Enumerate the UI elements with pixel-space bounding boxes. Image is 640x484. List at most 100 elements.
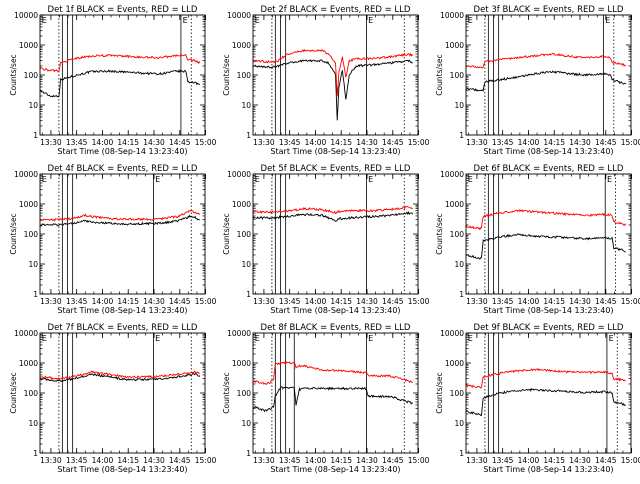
y-tick-label: 1000 xyxy=(445,41,464,50)
series-events-line xyxy=(252,386,414,413)
x-tick-label: 14:45 xyxy=(169,456,191,465)
panel-title: Det 3f BLACK = Events, RED = LLD xyxy=(474,5,624,15)
panel-1: Det 1f BLACK = Events, RED = LLD 1 10 100 10… xyxy=(9,5,217,156)
y-tick-label: 1000 xyxy=(19,200,38,209)
x-tick-label: 13:45 xyxy=(492,138,514,147)
marker-letter: E xyxy=(368,175,373,184)
y-tick-label: 100 xyxy=(24,230,39,239)
panel-title: Det 4f BLACK = Events, RED = LLD xyxy=(48,164,198,174)
x-tick-label: 14:15 xyxy=(117,297,139,306)
y-tick-label: 10000 xyxy=(227,329,251,338)
marker-letter: E xyxy=(42,175,47,184)
x-tick-label: 14:15 xyxy=(543,456,565,465)
x-tick-label: 13:30 xyxy=(253,456,275,465)
panel-5: Det 5f BLACK = Events, RED = LLD 1 10 100 10… xyxy=(222,164,430,315)
x-tick-label: 14:45 xyxy=(595,456,617,465)
x-axis-label: Start Time (08-Sep-14 13:23:40) xyxy=(483,306,613,315)
y-axis-label: Counts/sec xyxy=(222,372,231,413)
marker-letter: E xyxy=(468,334,473,343)
y-tick-label: 1 xyxy=(459,131,464,140)
x-axis-label: Start Time (08-Sep-14 13:23:40) xyxy=(270,306,400,315)
marker-letter: E xyxy=(468,16,473,25)
series-lld-line xyxy=(252,48,414,97)
series-events-line xyxy=(465,70,627,92)
y-tick-label: 100 xyxy=(450,389,465,398)
x-tick-label: 14:30 xyxy=(569,456,591,465)
x-tick-label: 15:00 xyxy=(621,456,640,465)
y-axis-label: Counts/sec xyxy=(9,372,18,413)
y-tick-label: 1 xyxy=(246,131,251,140)
y-tick-label: 10000 xyxy=(227,170,251,179)
y-tick-label: 1000 xyxy=(445,359,464,368)
y-tick-label: 10000 xyxy=(227,11,251,20)
y-tick-label: 10000 xyxy=(440,170,464,179)
y-tick-label: 1000 xyxy=(232,41,251,50)
x-tick-label: 15:00 xyxy=(408,138,430,147)
y-tick-label: 10 xyxy=(241,260,251,269)
x-tick-label: 14:30 xyxy=(356,456,378,465)
x-tick-label: 13:30 xyxy=(40,297,62,306)
y-tick-label: 1 xyxy=(246,449,251,458)
panel-7: Det 7f BLACK = Events, RED = LLD 1 10 100 10… xyxy=(9,323,217,474)
plot-frame xyxy=(465,14,632,136)
x-tick-label: 13:45 xyxy=(66,138,88,147)
marker-letter: E xyxy=(255,175,260,184)
y-axis-label: Counts/sec xyxy=(9,54,18,95)
series-lld-line xyxy=(465,367,626,389)
x-axis-label: Start Time (08-Sep-14 13:23:40) xyxy=(483,465,613,474)
x-tick-label: 14:15 xyxy=(330,138,352,147)
x-axis-label: Start Time (08-Sep-14 13:23:40) xyxy=(57,147,187,156)
x-tick-label: 13:45 xyxy=(492,297,514,306)
x-tick-label: 14:00 xyxy=(92,138,114,147)
plot-frame xyxy=(252,173,419,295)
y-tick-label: 10000 xyxy=(14,170,38,179)
x-tick-label: 14:30 xyxy=(356,138,378,147)
x-axis-label: Start Time (08-Sep-14 13:23:40) xyxy=(57,306,187,315)
marker-letter: E xyxy=(155,175,160,184)
panel-2: Det 2f BLACK = Events, RED = LLD 1 10 100 10… xyxy=(222,5,430,156)
x-tick-label: 14:30 xyxy=(569,138,591,147)
y-axis-label: Counts/sec xyxy=(435,54,444,95)
plot-frame xyxy=(465,173,632,295)
panel-3: Det 3f BLACK = Events, RED = LLD 1 10 100 10… xyxy=(435,5,640,156)
x-tick-label: 13:30 xyxy=(253,297,275,306)
plot-frame xyxy=(39,173,206,295)
x-tick-label: 14:45 xyxy=(169,138,191,147)
y-tick-label: 10000 xyxy=(440,11,464,20)
y-tick-label: 100 xyxy=(237,230,252,239)
x-tick-label: 14:00 xyxy=(305,138,327,147)
x-tick-label: 13:30 xyxy=(253,138,275,147)
x-tick-label: 14:45 xyxy=(595,138,617,147)
marker-letter: E xyxy=(368,334,373,343)
y-tick-label: 10 xyxy=(241,419,251,428)
marker-letter: E xyxy=(42,334,47,343)
y-tick-label: 10 xyxy=(454,419,464,428)
y-tick-label: 1000 xyxy=(445,200,464,209)
y-axis-label: Counts/sec xyxy=(9,213,18,254)
series-events-line xyxy=(465,233,626,260)
x-tick-label: 14:30 xyxy=(356,297,378,306)
panel-title: Det 6f BLACK = Events, RED = LLD xyxy=(474,164,624,174)
y-tick-label: 10000 xyxy=(14,11,38,20)
x-tick-label: 13:30 xyxy=(466,297,488,306)
panel-title: Det 9f BLACK = Events, RED = LLD xyxy=(474,323,624,333)
x-tick-label: 14:00 xyxy=(92,297,114,306)
series-events-line xyxy=(39,214,200,227)
marker-letter: E xyxy=(155,334,160,343)
x-tick-label: 15:00 xyxy=(195,456,217,465)
x-tick-label: 14:00 xyxy=(518,456,540,465)
plot-frame xyxy=(252,14,419,136)
panel-title: Det 7f BLACK = Events, RED = LLD xyxy=(48,323,198,333)
y-tick-label: 100 xyxy=(24,71,39,80)
x-tick-label: 15:00 xyxy=(408,297,430,306)
x-tick-label: 14:45 xyxy=(382,297,404,306)
series-lld-line xyxy=(252,205,413,215)
x-tick-label: 15:00 xyxy=(408,456,430,465)
y-tick-label: 10 xyxy=(28,260,38,269)
x-tick-label: 15:00 xyxy=(621,297,640,306)
y-axis-label: Counts/sec xyxy=(222,54,231,95)
marker-letter: E xyxy=(255,16,260,25)
x-axis-label: Start Time (08-Sep-14 13:23:40) xyxy=(57,465,187,474)
x-tick-label: 14:00 xyxy=(305,297,327,306)
